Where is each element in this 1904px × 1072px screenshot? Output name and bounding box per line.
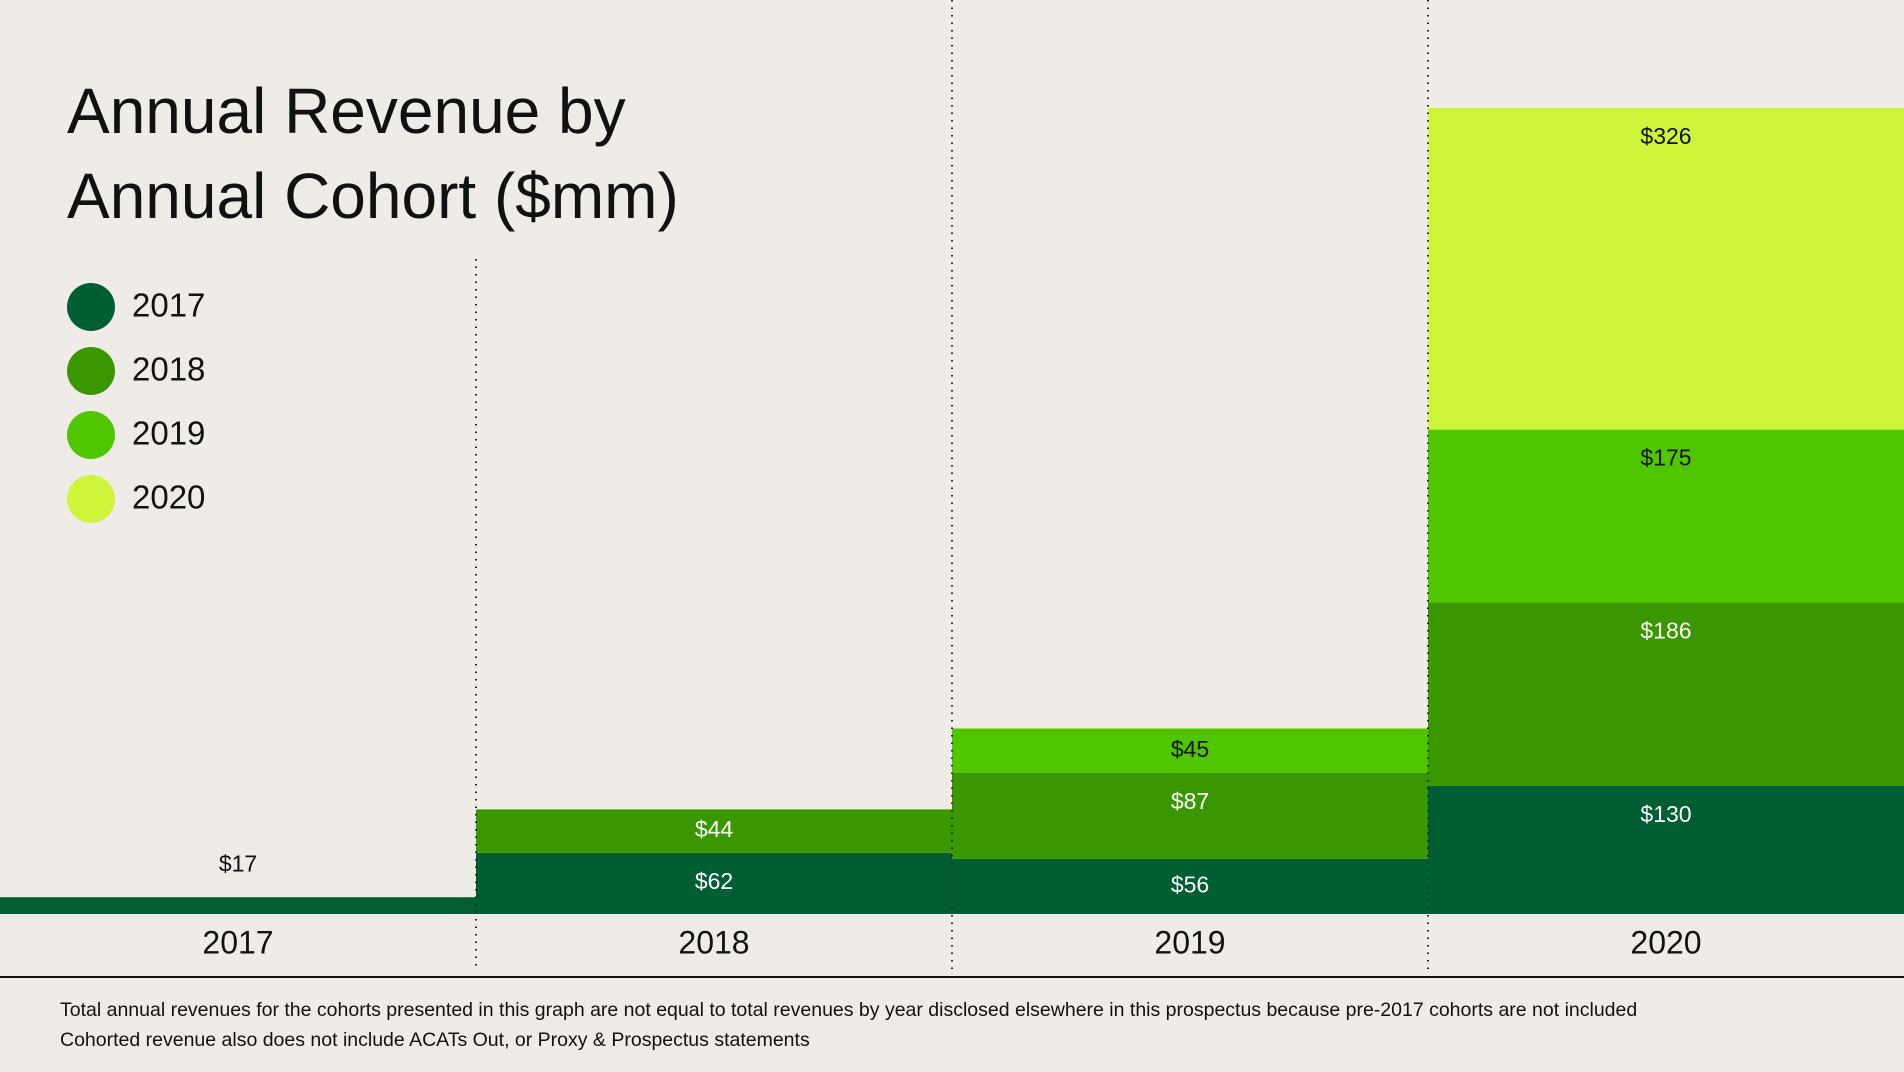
legend-label: 2019 bbox=[132, 415, 205, 452]
x-tick-label: 2019 bbox=[1154, 924, 1225, 960]
x-tick-label: 2020 bbox=[1630, 924, 1701, 960]
value-label: $62 bbox=[695, 868, 733, 894]
bar-segment bbox=[952, 728, 1428, 773]
value-label: $186 bbox=[1640, 617, 1691, 643]
value-label: $87 bbox=[1171, 788, 1209, 814]
bar-segment bbox=[1428, 108, 1904, 430]
legend-swatch bbox=[67, 475, 115, 523]
bar-segment bbox=[1428, 602, 1904, 786]
value-label: $44 bbox=[695, 816, 734, 842]
value-label: $56 bbox=[1171, 871, 1209, 897]
chart-title: Annual Revenue by bbox=[67, 75, 626, 147]
value-label: $326 bbox=[1640, 123, 1691, 149]
value-label: $175 bbox=[1640, 445, 1691, 471]
legend-label: 2018 bbox=[132, 351, 205, 388]
legend-swatch bbox=[67, 283, 115, 331]
x-tick-label: 2018 bbox=[678, 924, 749, 960]
footnote: Total annual revenues for the cohorts pr… bbox=[60, 999, 1637, 1021]
bar-segment bbox=[476, 852, 952, 914]
chart-title: Annual Cohort ($mm) bbox=[67, 160, 679, 232]
bar-segment bbox=[0, 897, 476, 914]
legend-swatch bbox=[67, 411, 115, 459]
x-tick-label: 2017 bbox=[202, 924, 273, 960]
legend-swatch bbox=[67, 347, 115, 395]
value-label: $45 bbox=[1171, 736, 1209, 762]
bar-segment bbox=[1428, 785, 1904, 914]
bar-segment bbox=[476, 809, 952, 853]
footnote: Cohorted revenue also does not include A… bbox=[60, 1029, 810, 1051]
bar-segment bbox=[952, 858, 1428, 914]
value-label: $17 bbox=[219, 850, 257, 876]
bar-segment bbox=[1428, 429, 1904, 603]
bars bbox=[0, 108, 1904, 914]
value-label: $130 bbox=[1640, 801, 1691, 827]
legend-label: 2017 bbox=[132, 287, 205, 324]
bar-segment bbox=[952, 772, 1428, 859]
legend-label: 2020 bbox=[132, 479, 205, 516]
